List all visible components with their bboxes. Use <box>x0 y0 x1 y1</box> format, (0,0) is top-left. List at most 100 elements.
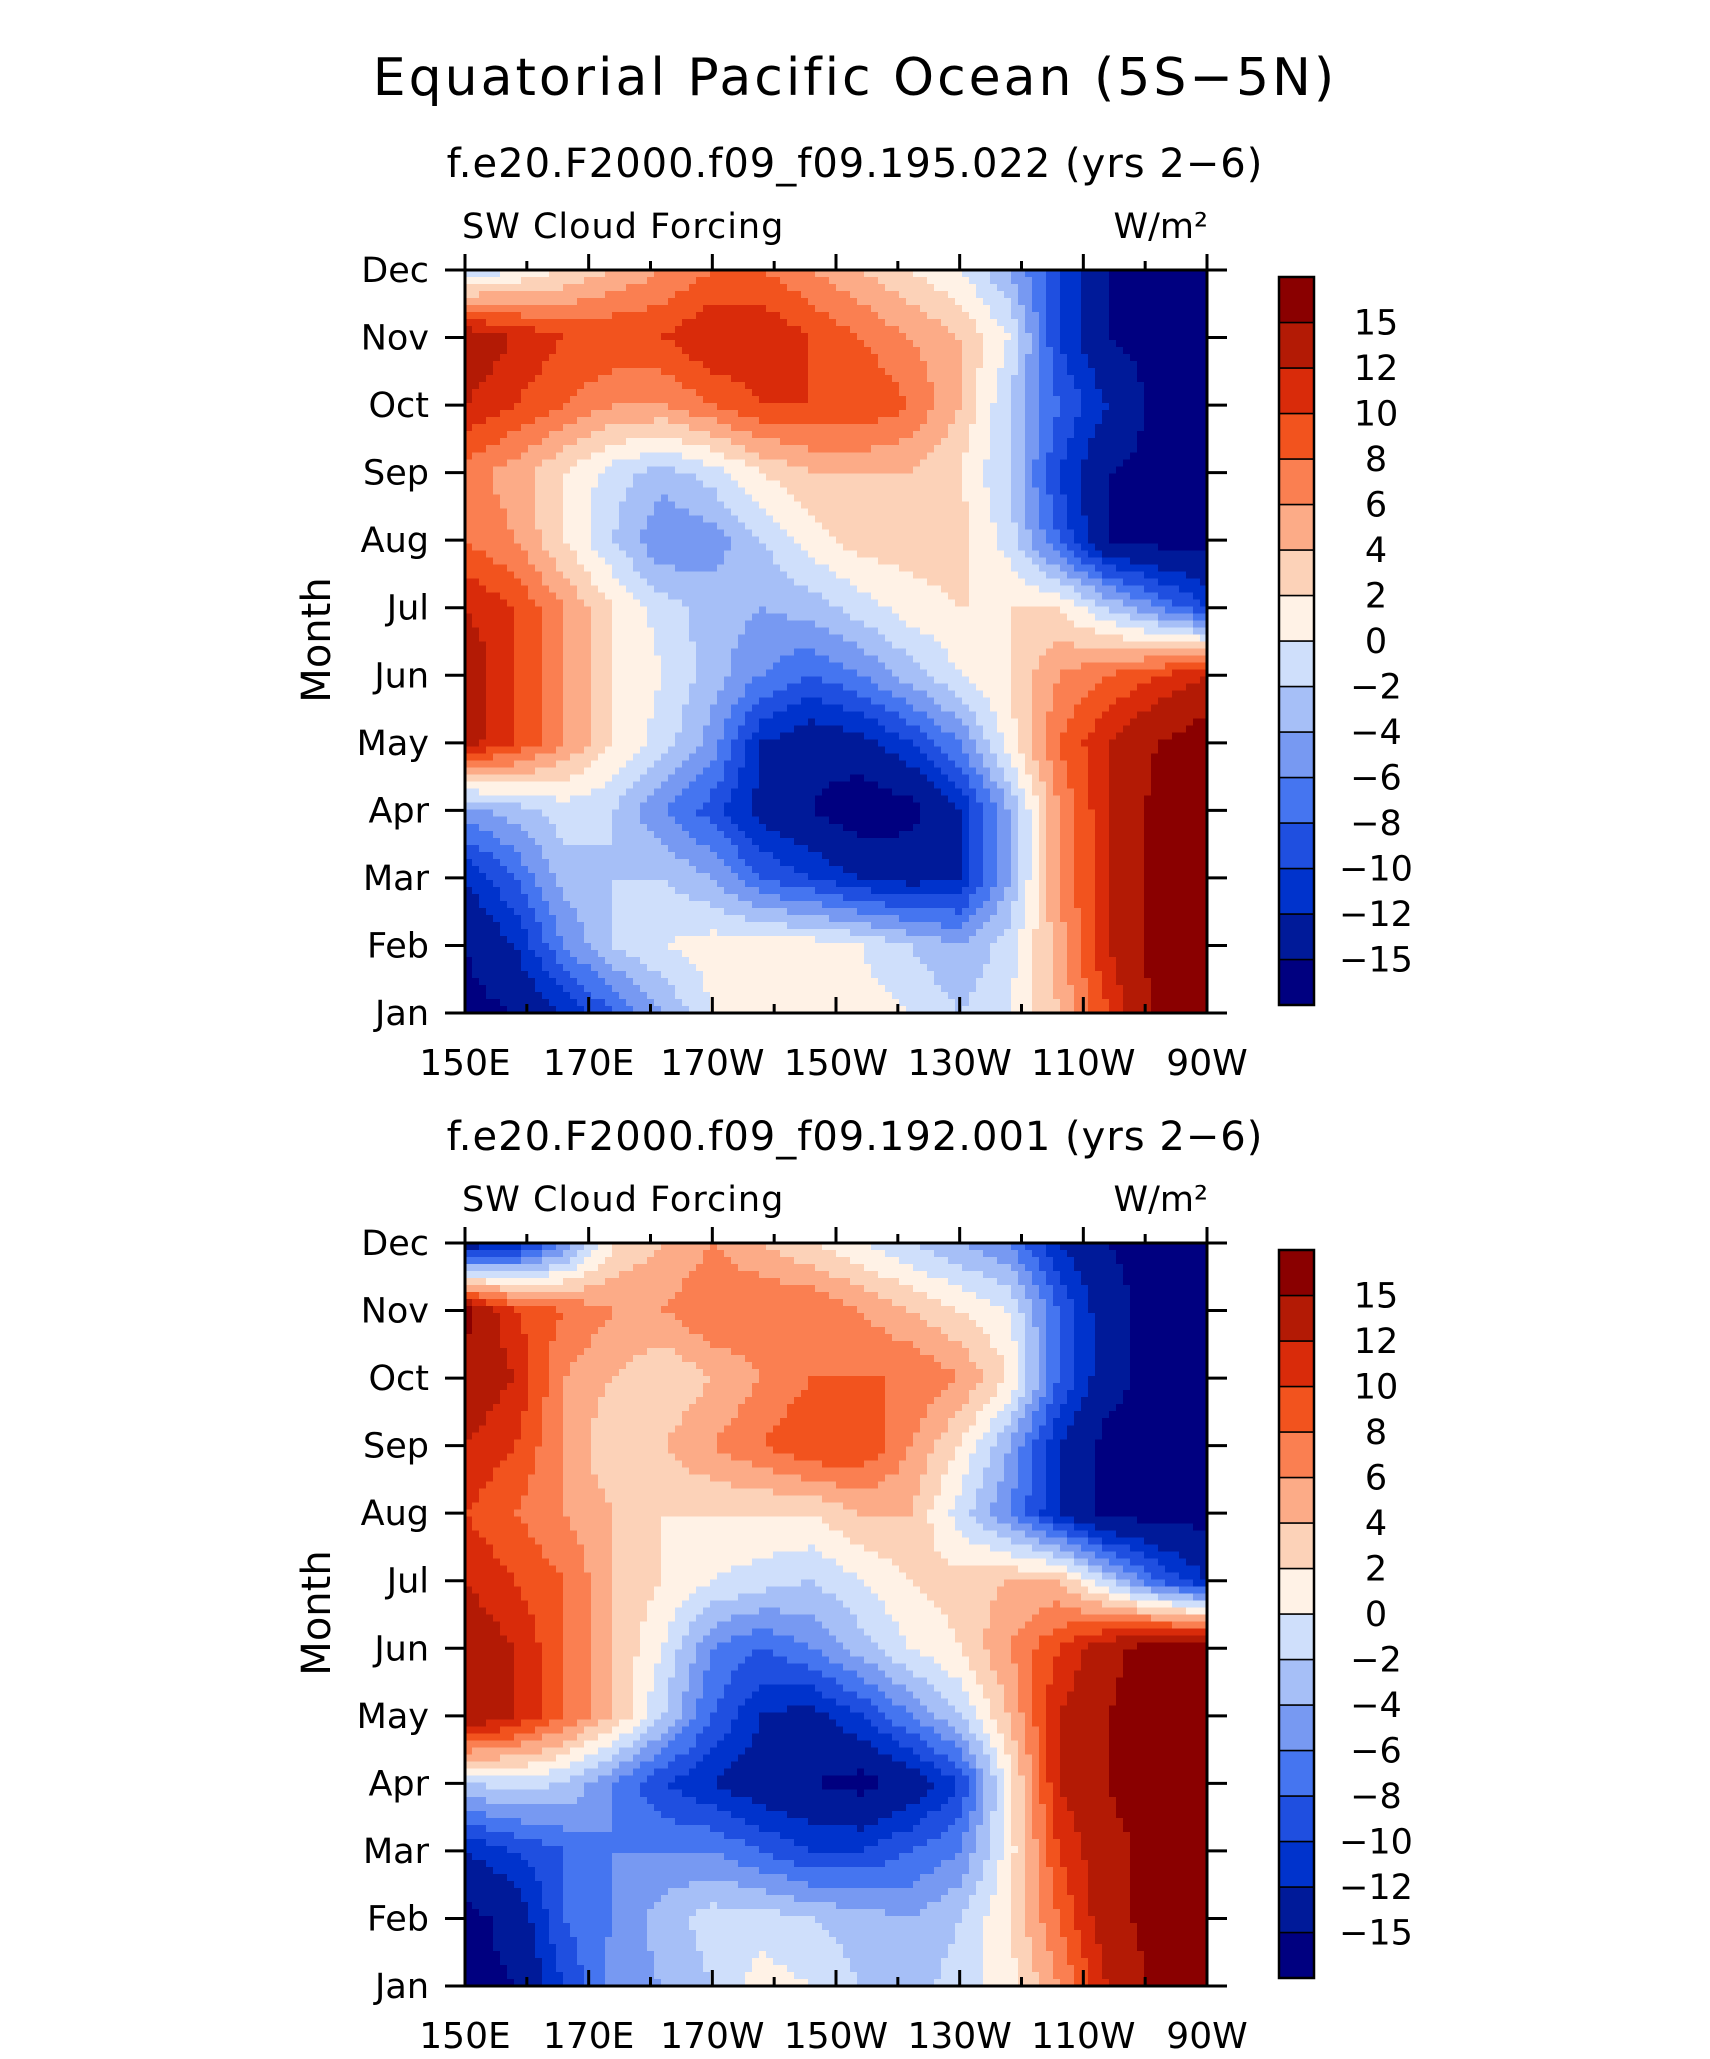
field-cell <box>675 501 683 509</box>
field-cell <box>934 277 942 285</box>
field-cell <box>955 284 963 292</box>
field-cell <box>514 585 522 594</box>
field-cell <box>1046 501 1054 509</box>
field-cell <box>843 347 851 355</box>
field-cell <box>892 417 900 425</box>
field-cell <box>969 543 977 551</box>
field-cell <box>486 284 494 292</box>
field-cell <box>682 410 690 418</box>
field-cell <box>1123 557 1131 565</box>
field-cell <box>710 284 718 292</box>
field-cell <box>591 529 599 537</box>
field-cell <box>1032 494 1040 502</box>
field-cell <box>1102 459 1110 467</box>
field-cell <box>780 438 788 446</box>
field-cell <box>577 431 585 439</box>
field-cell <box>780 368 788 376</box>
field-cell <box>843 333 851 341</box>
field-cell <box>738 564 746 573</box>
field-cell <box>766 368 774 376</box>
field-cell <box>738 466 746 474</box>
field-cell <box>766 396 774 404</box>
field-cell <box>1004 466 1012 474</box>
field-cell <box>521 417 529 425</box>
field-cell <box>1172 326 1180 334</box>
field-cell <box>1109 403 1117 411</box>
field-cell <box>941 319 949 327</box>
field-cell <box>906 361 914 369</box>
field-cell <box>612 375 620 383</box>
field-cell <box>1032 438 1040 446</box>
field-cell <box>899 403 907 411</box>
field-cell <box>1123 305 1131 313</box>
field-cell <box>577 438 585 446</box>
field-cell <box>1165 347 1173 355</box>
field-cell <box>1011 487 1019 495</box>
field-cell <box>906 592 914 601</box>
field-cell <box>836 270 844 278</box>
field-cell <box>563 459 571 467</box>
field-cell <box>535 354 543 362</box>
field-cell <box>1158 340 1166 348</box>
field-cell <box>535 459 543 467</box>
field-cell <box>717 305 725 313</box>
field-cell <box>1011 326 1019 334</box>
field-cell <box>1151 543 1159 551</box>
field-cell <box>934 564 942 573</box>
field-cell <box>500 291 508 299</box>
field-cell <box>1067 571 1075 580</box>
field-cell <box>752 382 760 390</box>
field-cell <box>1109 333 1117 341</box>
field-cell <box>1186 438 1194 446</box>
field-cell <box>1067 501 1075 509</box>
field-cell <box>745 438 753 446</box>
field-cell <box>556 298 564 306</box>
field-cell <box>1186 445 1194 453</box>
field-cell <box>1116 557 1124 565</box>
field-cell <box>990 557 998 565</box>
field-cell <box>948 508 956 516</box>
field-cell <box>1137 333 1145 341</box>
field-cell <box>654 277 662 285</box>
field-cell <box>948 319 956 327</box>
field-cell <box>1095 340 1103 348</box>
field-cell <box>1165 557 1173 565</box>
field-cell <box>549 487 557 495</box>
field-cell <box>983 312 991 320</box>
field-cell <box>633 466 641 474</box>
field-cell <box>1165 466 1173 474</box>
field-cell <box>689 277 697 285</box>
field-cell <box>514 452 522 460</box>
field-cell <box>969 326 977 334</box>
field-cell <box>836 410 844 418</box>
field-cell <box>927 585 935 594</box>
field-cell <box>507 270 515 278</box>
field-cell <box>703 515 711 523</box>
field-cell <box>794 480 802 488</box>
field-cell <box>773 578 781 587</box>
field-cell <box>500 599 508 608</box>
field-cell <box>1095 564 1103 573</box>
field-cell <box>675 487 683 495</box>
field-cell <box>528 354 536 362</box>
field-cell <box>675 347 683 355</box>
field-cell <box>1109 515 1117 523</box>
field-cell <box>710 536 718 544</box>
field-cell <box>514 508 522 516</box>
field-cell <box>1144 291 1152 299</box>
field-cell <box>976 396 984 404</box>
field-cell <box>1032 571 1040 580</box>
field-cell <box>703 291 711 299</box>
field-cell <box>955 494 963 502</box>
field-cell <box>514 319 522 327</box>
field-cell <box>507 396 515 404</box>
field-cell <box>1200 550 1208 558</box>
field-cell <box>913 354 921 362</box>
field-cell <box>885 578 893 587</box>
field-cell <box>535 291 543 299</box>
field-cell <box>549 543 557 551</box>
field-cell <box>556 431 564 439</box>
field-cell <box>941 291 949 299</box>
field-cell <box>773 480 781 488</box>
field-cell <box>514 494 522 502</box>
